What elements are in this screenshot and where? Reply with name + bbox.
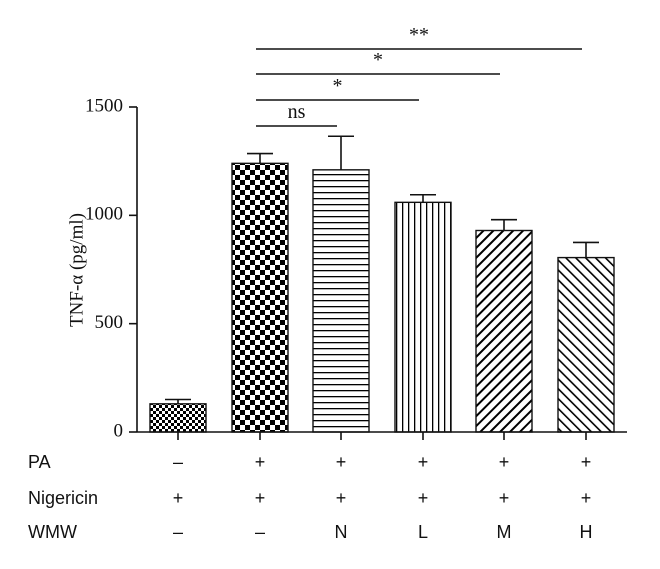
significance-label: **	[409, 24, 429, 46]
condition-value: +	[255, 452, 266, 472]
condition-value: +	[581, 488, 592, 508]
condition-value: +	[418, 488, 429, 508]
significance-label: *	[333, 75, 343, 97]
condition-row-label: PA	[28, 452, 51, 472]
condition-value: +	[255, 488, 266, 508]
condition-value: +	[336, 488, 347, 508]
bar-5	[475, 229, 533, 433]
bar-3	[312, 169, 370, 433]
bar-6	[557, 256, 615, 433]
bar-4	[394, 201, 452, 433]
condition-value: +	[173, 488, 184, 508]
condition-value: L	[418, 522, 428, 542]
condition-table: PA – + + + + + Nigericin + + + + + + WMW – – N L M H	[28, 452, 593, 542]
condition-value: –	[255, 522, 265, 542]
condition-value: +	[336, 452, 347, 472]
condition-value: N	[335, 522, 348, 542]
y-tick-label: 1500	[85, 95, 123, 116]
condition-value: +	[499, 488, 510, 508]
significance-brackets: ns****	[256, 24, 582, 127]
y-tick-label: 500	[95, 312, 124, 333]
condition-value: M	[497, 522, 512, 542]
y-tick-label: 1000	[85, 204, 123, 225]
significance-label: ns	[288, 101, 306, 123]
condition-row-label: WMW	[28, 522, 77, 542]
significance-label: *	[373, 49, 383, 71]
bars	[149, 135, 615, 433]
condition-value: +	[418, 452, 429, 472]
condition-row-label: Nigericin	[28, 488, 98, 508]
condition-value: –	[173, 522, 183, 542]
condition-value: H	[580, 522, 593, 542]
bar-2	[231, 162, 289, 433]
y-tick-label: 0	[114, 420, 124, 441]
axes	[136, 107, 627, 433]
x-ticks	[177, 432, 587, 440]
bar-1	[149, 403, 207, 433]
condition-value: +	[581, 452, 592, 472]
condition-value: +	[499, 452, 510, 472]
condition-value: –	[173, 452, 183, 472]
y-ticks: 0 500 1000 1500	[85, 95, 137, 441]
y-axis-label: TNF-α (pg/ml)	[66, 213, 87, 327]
